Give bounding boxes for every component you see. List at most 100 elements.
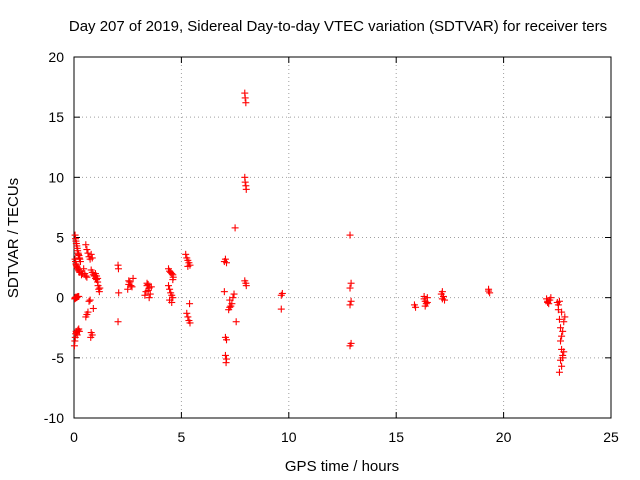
y-tick-label: 10 bbox=[48, 169, 64, 185]
data-point bbox=[423, 298, 431, 306]
data-point bbox=[82, 272, 90, 280]
data-point bbox=[486, 289, 494, 297]
data-point bbox=[278, 289, 286, 297]
x-tick-label: 5 bbox=[178, 429, 186, 445]
data-point bbox=[346, 301, 354, 309]
data-point bbox=[87, 250, 95, 258]
data-point bbox=[230, 290, 238, 298]
data-point bbox=[78, 271, 86, 279]
data-point bbox=[559, 327, 567, 335]
data-point bbox=[347, 279, 355, 287]
data-point bbox=[559, 354, 567, 362]
data-point bbox=[169, 276, 177, 284]
y-tick-label: 0 bbox=[56, 290, 64, 306]
data-point bbox=[73, 293, 81, 301]
data-point bbox=[232, 318, 240, 326]
data-point bbox=[182, 250, 190, 258]
data-point bbox=[561, 313, 569, 321]
data-point bbox=[220, 288, 228, 296]
y-tick-label: -5 bbox=[52, 350, 65, 366]
data-point bbox=[80, 265, 88, 273]
data-point bbox=[226, 303, 234, 311]
x-tick-label: 15 bbox=[388, 429, 404, 445]
data-point bbox=[557, 324, 565, 332]
data-point bbox=[412, 303, 420, 311]
data-point bbox=[75, 292, 83, 300]
data-point bbox=[83, 273, 91, 281]
chart-title: Day 207 of 2019, Sidereal Day-to-day VTE… bbox=[69, 18, 607, 35]
data-point bbox=[114, 318, 122, 326]
data-point bbox=[129, 274, 137, 282]
data-point bbox=[242, 282, 250, 290]
data-point bbox=[73, 331, 81, 339]
data-point bbox=[229, 294, 237, 302]
data-point bbox=[84, 249, 92, 257]
data-point bbox=[186, 300, 194, 308]
data-point bbox=[438, 288, 446, 296]
data-point bbox=[114, 265, 122, 273]
data-point bbox=[86, 296, 94, 304]
data-point bbox=[242, 99, 250, 107]
data-point bbox=[168, 298, 176, 306]
data-point bbox=[184, 313, 192, 321]
data-point bbox=[126, 278, 134, 286]
data-point bbox=[147, 283, 155, 291]
data-point bbox=[347, 297, 355, 305]
data-point bbox=[242, 185, 250, 193]
data-point bbox=[221, 255, 229, 263]
data-point bbox=[168, 270, 176, 278]
data-point bbox=[420, 292, 428, 300]
data-point bbox=[222, 359, 230, 367]
data-point bbox=[83, 246, 91, 254]
data-point bbox=[241, 178, 249, 186]
data-point bbox=[421, 302, 429, 310]
data-point bbox=[223, 336, 231, 344]
data-point bbox=[124, 285, 132, 293]
data-point bbox=[75, 327, 83, 335]
y-tick-label: 5 bbox=[56, 230, 64, 246]
data-point bbox=[115, 289, 123, 297]
data-point bbox=[143, 279, 151, 287]
data-point bbox=[141, 291, 149, 299]
data-point bbox=[146, 290, 154, 298]
data-point bbox=[145, 294, 153, 302]
data-point bbox=[277, 305, 285, 313]
data-point bbox=[223, 259, 231, 267]
data-point bbox=[485, 285, 493, 293]
data-point bbox=[221, 351, 229, 359]
data-point bbox=[560, 348, 568, 356]
data-point bbox=[346, 284, 354, 292]
data-point bbox=[558, 332, 566, 340]
data-point bbox=[438, 295, 446, 303]
data-point bbox=[183, 309, 191, 317]
data-point bbox=[84, 308, 92, 316]
data-point bbox=[85, 297, 93, 305]
x-tick-label: 10 bbox=[281, 429, 297, 445]
data-point bbox=[82, 241, 90, 249]
data-point bbox=[346, 231, 354, 239]
data-point bbox=[560, 318, 568, 326]
x-tick-label: 25 bbox=[603, 429, 619, 445]
x-axis-label: GPS time / hours bbox=[285, 458, 399, 475]
x-tick-label: 0 bbox=[70, 429, 78, 445]
y-tick-label: 20 bbox=[48, 49, 64, 65]
data-point bbox=[241, 94, 249, 102]
data-point bbox=[184, 262, 192, 270]
data-point bbox=[127, 282, 135, 290]
data-point bbox=[94, 274, 102, 282]
data-point bbox=[186, 319, 194, 327]
data-point bbox=[555, 315, 563, 323]
data-point bbox=[346, 342, 354, 350]
data-point bbox=[557, 337, 565, 345]
data-point bbox=[89, 304, 97, 312]
grid-lines bbox=[74, 57, 611, 418]
data-point bbox=[555, 368, 563, 376]
data-point bbox=[545, 300, 553, 308]
axis-ticks: 0 5 10 15 20 25 -10 -5 0 5 10 15 20 bbox=[44, 49, 619, 445]
data-points bbox=[70, 89, 569, 376]
data-point bbox=[88, 254, 96, 262]
data-point bbox=[544, 298, 552, 306]
y-tick-label: 15 bbox=[48, 109, 64, 125]
data-point bbox=[165, 282, 173, 290]
